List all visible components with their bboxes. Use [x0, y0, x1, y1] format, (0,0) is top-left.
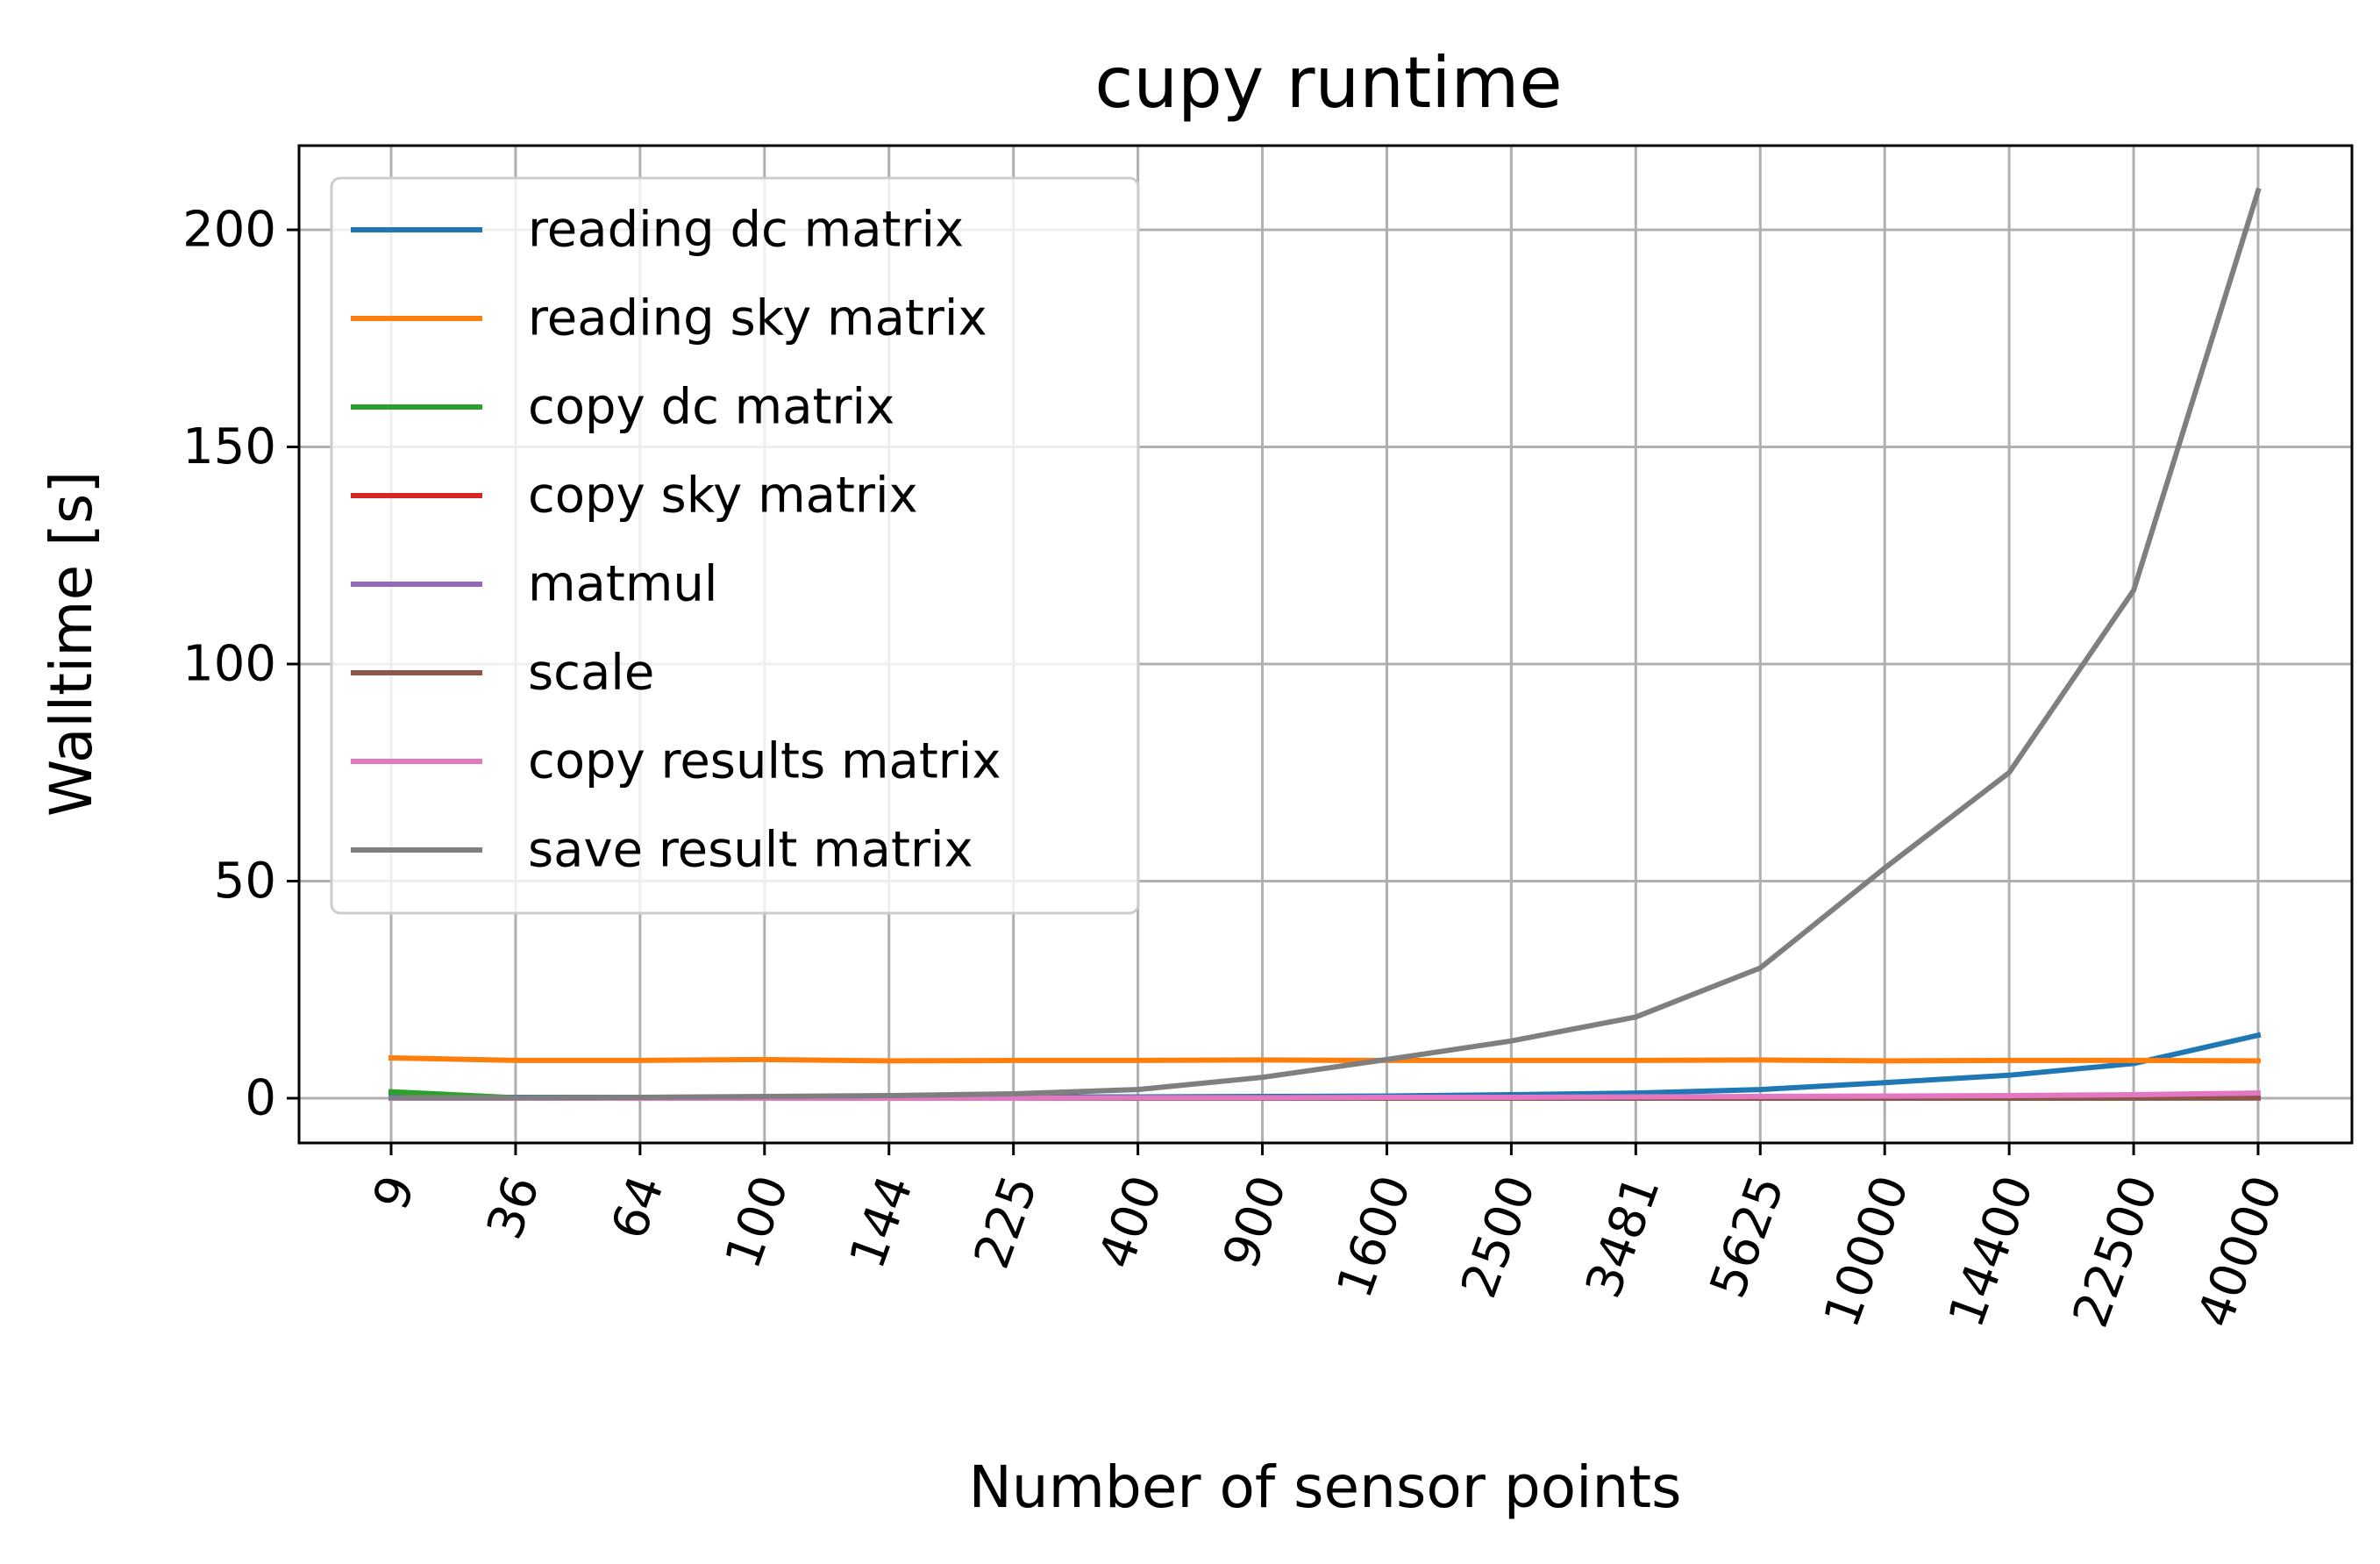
- legend-box: [330, 176, 1140, 915]
- legend-label: reading sky matrix: [528, 290, 987, 347]
- legend-label: save result matrix: [528, 822, 973, 879]
- legend-label: reading dc matrix: [528, 202, 964, 259]
- legend-label: copy dc matrix: [528, 379, 894, 436]
- series-line-save-result-matrix: [388, 187, 2262, 1101]
- y-tick-label: 50: [214, 853, 276, 910]
- y-tick-label: 0: [245, 1070, 276, 1127]
- legend-label: scale: [528, 645, 654, 702]
- legend-label: copy results matrix: [528, 733, 1001, 790]
- legend: reading dc matrix reading sky matrix copy …: [330, 176, 1140, 915]
- legend-label: matmul: [528, 556, 717, 613]
- y-axis-label: Walltime [s]: [38, 471, 105, 817]
- plot-frame: [297, 144, 2354, 1145]
- y-tick-label: 200: [182, 202, 276, 259]
- series-line-reading-sky-matrix: [388, 1054, 2262, 1064]
- y-tick-label: 150: [182, 418, 276, 475]
- series-lines: [388, 187, 2262, 1101]
- x-axis-label: Number of sensor points: [968, 1453, 1681, 1521]
- chart-title: cupy runtime: [1094, 42, 1562, 124]
- y-axis: 0 50 100 150 200: [182, 202, 299, 1127]
- y-tick-label: 100: [182, 636, 276, 693]
- legend-label: copy sky matrix: [528, 468, 918, 525]
